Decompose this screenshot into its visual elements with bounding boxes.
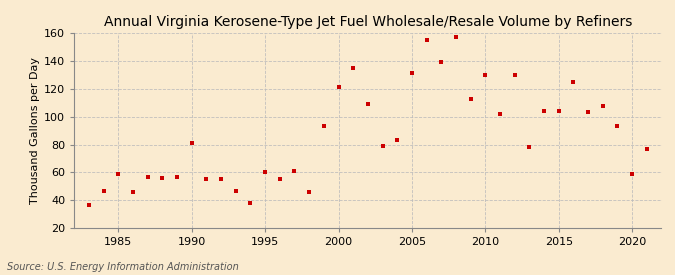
Y-axis label: Thousand Gallons per Day: Thousand Gallons per Day <box>30 57 40 204</box>
Point <box>450 35 461 39</box>
Point <box>392 138 402 142</box>
Point <box>260 170 271 175</box>
Point <box>612 124 623 129</box>
Point <box>465 96 476 101</box>
Point <box>289 169 300 173</box>
Point <box>84 202 95 207</box>
Point <box>626 172 637 176</box>
Point <box>274 177 285 182</box>
Point <box>245 201 256 205</box>
Point <box>98 188 109 193</box>
Point <box>215 177 226 182</box>
Title: Annual Virginia Kerosene-Type Jet Fuel Wholesale/Resale Volume by Refiners: Annual Virginia Kerosene-Type Jet Fuel W… <box>104 15 632 29</box>
Text: Source: U.S. Energy Information Administration: Source: U.S. Energy Information Administ… <box>7 262 238 272</box>
Point <box>421 38 432 42</box>
Point <box>142 174 153 179</box>
Point <box>554 109 564 113</box>
Point <box>436 60 447 65</box>
Point <box>568 80 578 84</box>
Point <box>348 66 358 70</box>
Point <box>319 124 329 129</box>
Point <box>201 177 212 182</box>
Point <box>641 147 652 151</box>
Point <box>157 176 167 180</box>
Point <box>480 73 491 77</box>
Point <box>186 141 197 145</box>
Point <box>597 103 608 108</box>
Point <box>333 85 344 90</box>
Point <box>583 110 593 115</box>
Point <box>406 71 417 76</box>
Point <box>113 172 124 176</box>
Point <box>171 174 182 179</box>
Point <box>509 73 520 77</box>
Point <box>304 190 315 194</box>
Point <box>539 109 549 113</box>
Point <box>362 102 373 106</box>
Point <box>128 190 138 194</box>
Point <box>495 112 506 116</box>
Point <box>377 144 388 148</box>
Point <box>524 145 535 150</box>
Point <box>230 188 241 193</box>
